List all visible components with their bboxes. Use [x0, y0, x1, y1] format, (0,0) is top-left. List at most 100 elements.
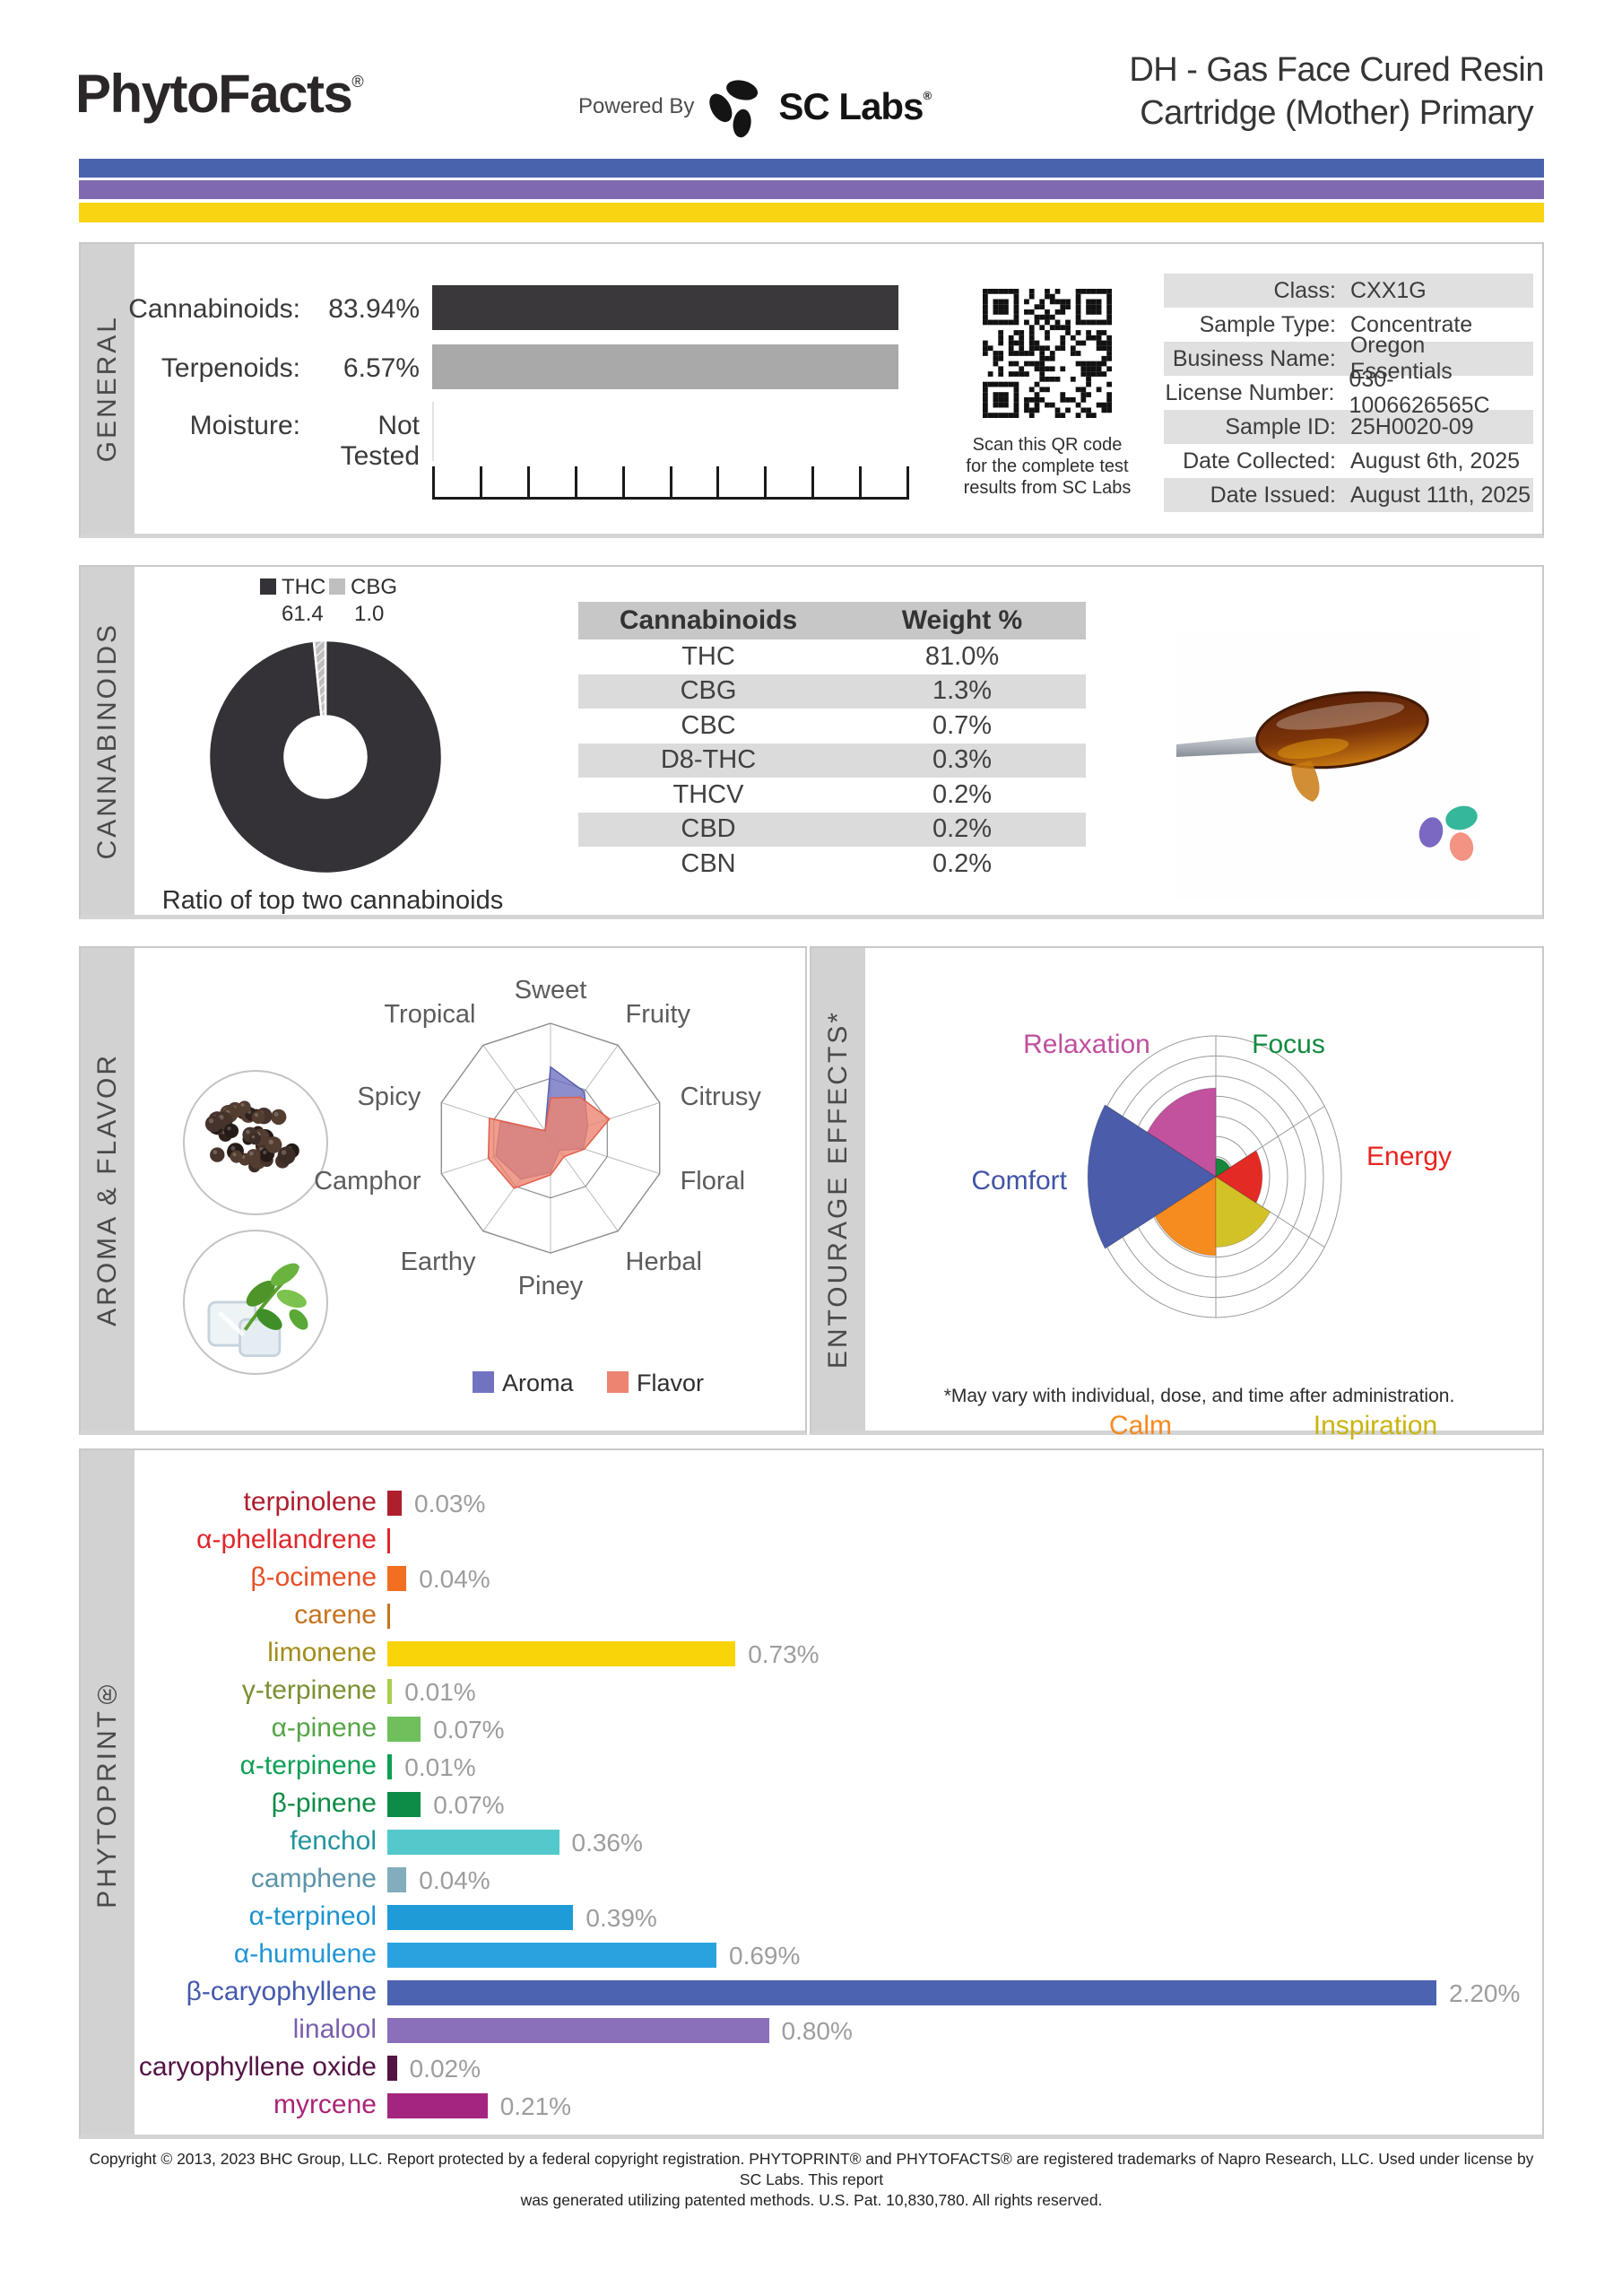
entourage-wedge-focus: [1215, 1158, 1231, 1178]
ruler-tick: [479, 466, 482, 497]
radar-axis-label: Fruity: [626, 1000, 691, 1029]
terpene-row: β-caryophyllene 2.20%: [81, 1977, 1521, 2007]
terpene-label: β-ocimene: [250, 1562, 377, 1592]
flavor-legend-label: Flavor: [637, 1370, 705, 1396]
three-dot-logo-icon: [1418, 805, 1478, 861]
terpene-bar: [387, 2018, 769, 2043]
info-row: Sample ID: 25H0020-09: [1164, 410, 1533, 444]
report-title: DH - Gas Face Cured Resin Cartridge (Mot…: [1129, 48, 1544, 135]
ruler-tick: [859, 466, 863, 497]
entourage-wedge-comfort: [1087, 1104, 1217, 1249]
ruler-tick: [669, 466, 672, 497]
info-value: August 11th, 2025: [1350, 482, 1531, 508]
cannabinoids-section: CANNABINOIDS THC 61.4 CBG 1.0 Ratio of t…: [79, 565, 1544, 919]
terpene-bar: [387, 1980, 1436, 2005]
cannabinoid-row: CBG 1.3%: [578, 674, 1086, 709]
terpene-label: α-pinene: [271, 1713, 377, 1743]
info-label: Class:: [1273, 277, 1336, 303]
qr-code-image: [983, 289, 1112, 418]
cannabinoid-weight: 0.2%: [932, 814, 993, 844]
cannabinoids-total-bar: [432, 285, 898, 330]
info-row: Date Issued: August 11th, 2025: [1164, 478, 1533, 512]
cannabinoid-name: CBG: [680, 676, 737, 706]
info-value: CXX1G: [1350, 277, 1427, 303]
thc-legend-value: 61.4: [282, 602, 324, 626]
terpene-row: terpinolene 0.03%: [81, 1487, 1515, 1518]
lab-registered-mark: ®: [923, 89, 932, 102]
thc-legend-swatch: [260, 578, 276, 595]
info-label: License Number:: [1165, 379, 1335, 405]
cannabinoid-name: Cannabinoids: [619, 605, 798, 635]
terpene-label: α-humulene: [233, 1939, 377, 1969]
qr-code: [983, 289, 1112, 418]
terpene-label: carene: [294, 1600, 377, 1630]
entourage-label-relaxation: Relaxation: [1023, 1030, 1150, 1059]
terpene-label: β-caryophyllene: [186, 1977, 377, 2006]
header-band-yellow: [79, 203, 1544, 222]
powered-by-text: Powered By: [578, 94, 695, 118]
cannabinoid-weight: 0.2%: [932, 779, 993, 809]
entourage-wedge-relaxation: [1146, 1087, 1217, 1178]
terpene-value: 0.01%: [404, 1678, 476, 1706]
info-row: Class: CXX1G: [1164, 274, 1533, 308]
entourage-polar-chart: Focus Energy Inspiration Calm Comfort Relaxat…: [874, 997, 1502, 1450]
cannabinoids-total-value: 83.94%: [328, 294, 420, 324]
cannabinoid-name: THC: [681, 641, 735, 671]
terpene-bar: [387, 2056, 397, 2081]
terpene-value: 0.07%: [433, 1791, 505, 1819]
radar-axis-label: Citrusy: [681, 1083, 762, 1111]
phytoprint-section: PHYTOPRINT® terpinolene 0.03% α-phellandre…: [79, 1448, 1544, 2139]
terpene-label: camphene: [250, 1864, 377, 1893]
terpene-bar: [387, 1905, 574, 1930]
cannabinoid-weight: 1.3%: [932, 676, 993, 706]
donut-chart-svg: [207, 639, 444, 875]
cannabinoids-total-label: Cannabinoids:: [128, 294, 300, 324]
terpene-value: 0.36%: [571, 1829, 643, 1857]
terpene-label: terpinolene: [243, 1487, 377, 1517]
ruler-tick: [432, 466, 435, 497]
info-row: Date Collected: August 6th, 2025: [1164, 444, 1533, 478]
terpene-bar: [387, 1792, 421, 1817]
radar-axis-label: Sweet: [515, 976, 587, 1004]
info-label: Sample ID:: [1225, 413, 1336, 439]
cannabinoid-name: CBD: [681, 814, 736, 844]
header-band-purple: [79, 180, 1544, 199]
terpene-value: 0.69%: [729, 1942, 801, 1970]
donut-slice-cbg: [312, 639, 327, 718]
terpene-row: α-pinene 0.07%: [81, 1713, 1515, 1744]
terpene-bar: [387, 1566, 407, 1591]
powered-by-block: Powered By SC Labs®: [578, 75, 932, 138]
cbg-legend-label: CBG: [351, 575, 398, 599]
lab-name-text: SC Labs: [778, 85, 924, 127]
terpene-label: α-phellandrene: [196, 1525, 377, 1554]
entourage-label-comfort: Comfort: [971, 1166, 1067, 1196]
terpene-label: α-terpineol: [248, 1901, 377, 1931]
info-value: 25H0020-09: [1350, 413, 1474, 439]
info-value: August 6th, 2025: [1350, 448, 1521, 474]
entourage-label-calm: Calm: [1109, 1411, 1172, 1440]
donut-slice-thc: [207, 639, 444, 875]
terpene-bar: [387, 1528, 390, 1553]
entourage-wedge-calm: [1154, 1176, 1217, 1257]
terpene-row: β-ocimene 0.04%: [81, 1562, 1515, 1593]
brand-text: PhytoFacts: [75, 64, 353, 124]
cannabinoid-name: CBC: [681, 710, 736, 740]
terpene-value: 0.07%: [433, 1716, 505, 1744]
moisture-axis-line: [432, 402, 434, 461]
ruler-tick: [716, 466, 720, 497]
radar-axis-label: Spicy: [357, 1083, 421, 1111]
moisture-value: Not Tested: [340, 411, 420, 471]
terpene-label: β-pinene: [271, 1788, 377, 1818]
cannabinoid-weight: 81.0%: [924, 641, 1000, 671]
general-section: GENERAL Cannabinoids: 83.94% Terpenoids:…: [79, 242, 1544, 538]
terpene-row: β-pinene 0.07%: [81, 1788, 1515, 1819]
info-label: Date Issued:: [1210, 482, 1336, 508]
terpene-value: 0.73%: [748, 1640, 820, 1668]
info-row: License Number: 030-1006626565C: [1164, 367, 1533, 418]
mint-ice-image: [183, 1230, 328, 1375]
terpene-bar: [387, 1754, 393, 1779]
info-value: 030-1006626565C: [1349, 367, 1490, 418]
cannabinoid-row: CBC 0.7%: [578, 709, 1086, 744]
cannabinoid-weight: 0.3%: [932, 745, 993, 775]
info-value: Oregon Essentials: [1349, 333, 1453, 384]
